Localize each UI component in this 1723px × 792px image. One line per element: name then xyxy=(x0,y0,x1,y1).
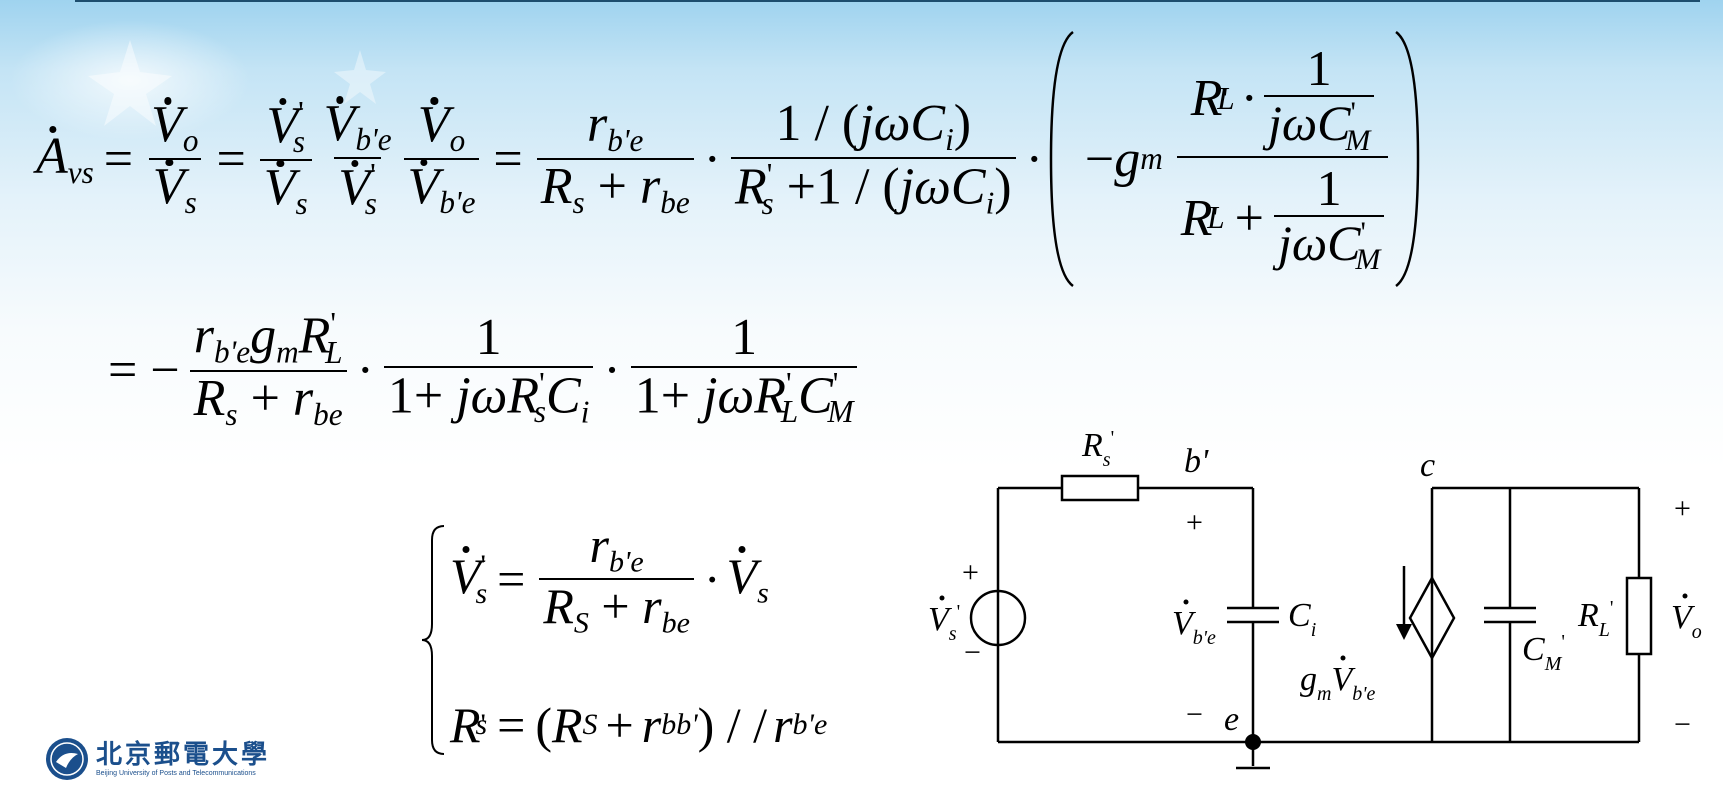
current-arrow-head xyxy=(1396,624,1412,640)
wire-right-block xyxy=(1430,486,1641,742)
capacitor-ci xyxy=(1227,606,1279,624)
university-logo: 北京郵電大學 Beijing University of Posts and T… xyxy=(44,736,270,782)
label-node-c: c xyxy=(1420,447,1435,484)
university-name-cn: 北京郵電大學 xyxy=(96,739,271,770)
label-source-minus: − xyxy=(964,636,981,669)
fraction-input-pole: 1 1+ jωR'sCi xyxy=(383,310,594,429)
label-node-e: e xyxy=(1224,701,1239,738)
capacitor-cm-prime xyxy=(1484,606,1536,624)
label-vs-prime: Vs' xyxy=(928,601,960,645)
label-out-plus: + xyxy=(1674,492,1691,525)
equals-sign: = xyxy=(216,130,246,188)
university-name-en: Beijing University of Posts and Telecomm… xyxy=(96,769,256,777)
equals-sign: = xyxy=(103,130,134,188)
label-vbe: Vb'e xyxy=(1172,605,1216,649)
parenthesized-output-gain: − g m R ' L · 1 jωC'M R ' L + 1 jωC'M xyxy=(1049,28,1421,290)
fraction-rbe-over-rs-plus-rbe: rb'e Rs + rbe xyxy=(536,98,694,219)
phasor-dot xyxy=(1340,655,1346,661)
fraction-load-impedance: R ' L · 1 jωC'M R ' L + 1 jωC'M xyxy=(1176,42,1389,275)
label-vbe-minus: − xyxy=(1186,698,1203,731)
fraction-vbe-over-vs-prime: Vb'e V's xyxy=(323,95,392,221)
hybrid-pi-circuit-diagram: Rs' Vs' Vb'e Ci gmVb'e CM' RL' Vo + − b'… xyxy=(928,427,1702,770)
label-vo: Vo xyxy=(1671,599,1702,643)
ground-node-dot xyxy=(1245,734,1261,750)
left-brace xyxy=(421,525,445,755)
fraction-vo-over-vbe: Vo Vb'e xyxy=(403,98,480,219)
label-ci: Ci xyxy=(1288,597,1316,641)
multiply-dot: · xyxy=(1025,130,1043,188)
equation-avs-simplified: = − rb'egmR'L Rs + rbe · 1 1+ jωR'sCi · … xyxy=(108,300,861,440)
equation-vs-prime: V's = rb'e RS + rbe · Vs xyxy=(450,516,769,640)
equation-avs-expansion: Avs = Vo Vs = V's Vs Vb'e V's Vo Vb'e = … xyxy=(36,24,1420,294)
equals-sign: = xyxy=(493,130,523,188)
symbol-avs: Avs xyxy=(36,128,94,190)
label-rl-prime: RL' xyxy=(1577,597,1614,641)
resistor-rs-prime xyxy=(1060,474,1140,502)
multiply-dot: · xyxy=(603,341,621,399)
fraction-midband-gain: rb'egmR'L Rs + rbe xyxy=(189,308,347,431)
equals-minus-sign: = − xyxy=(108,341,180,399)
label-gm-vbe: gmVb'e xyxy=(1300,661,1376,705)
label-cm-prime: CM' xyxy=(1522,631,1565,675)
label-vbe-plus: + xyxy=(1186,506,1203,539)
background-star-shape xyxy=(88,40,172,126)
university-seal-icon xyxy=(46,738,88,780)
phasor-dot xyxy=(1183,599,1189,605)
multiply-dot: · xyxy=(703,130,721,188)
phasor-dot xyxy=(1682,593,1688,599)
label-node-b: b' xyxy=(1184,443,1209,480)
right-paren-large xyxy=(1395,30,1420,288)
label-rs-prime: Rs' xyxy=(1081,427,1114,471)
label-out-minus: − xyxy=(1674,708,1691,741)
left-paren-large xyxy=(1049,30,1074,288)
multiply-dot: · xyxy=(356,341,374,399)
equation-rs-prime: R ' s = (R S + r bb') / / r b'e xyxy=(450,697,828,753)
fraction-vs-prime-over-vs: V's Vs xyxy=(259,97,312,220)
equation-system-thevenin: V's = rb'e RS + rbe · Vs R ' s = (R S + r bb')… xyxy=(420,516,900,760)
fraction-input-capacitor-divider: 1 / (jωCi) R's +1 / (jωCi) xyxy=(731,97,1016,220)
fraction-output-pole: 1 1+ jωR'LC'M xyxy=(630,310,858,429)
resistor-rl-prime xyxy=(1625,576,1653,656)
slide-top-rule xyxy=(75,0,1700,2)
fraction-vo-over-vs: Vo Vs xyxy=(147,98,202,219)
phasor-dot xyxy=(939,595,945,601)
background-star-shape xyxy=(334,50,386,104)
label-source-plus: + xyxy=(962,556,979,589)
background-glow xyxy=(10,20,250,140)
